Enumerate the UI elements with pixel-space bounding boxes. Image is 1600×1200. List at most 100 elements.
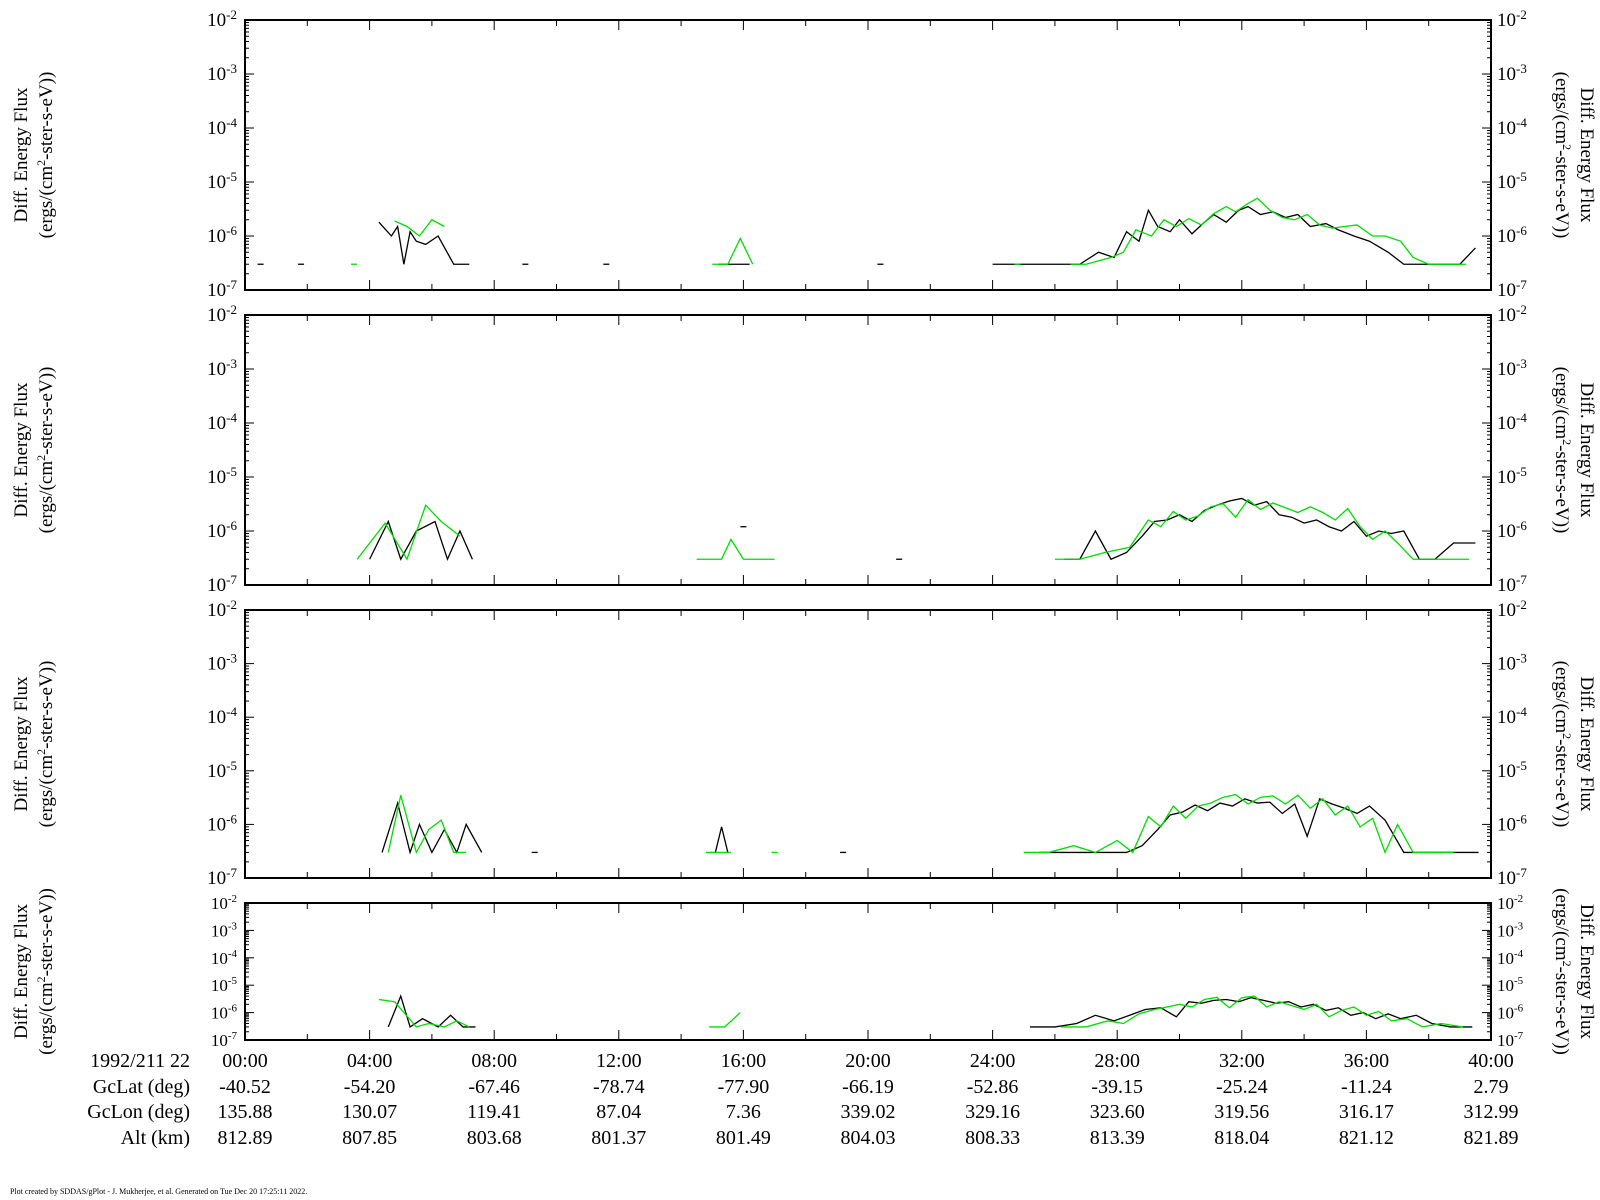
x-tick-label: 12:00	[596, 1050, 642, 1072]
y-axis-unit-left-head: (ergs/(cm	[36, 461, 57, 534]
y-axis-unit-right-head: (ergs/(cm	[1551, 661, 1572, 734]
y-tick-label-left: 10-3	[211, 920, 238, 940]
y-axis-label-right: Diff. Energy Flux	[1576, 88, 1597, 223]
y-tick-label-exponent: -3	[1514, 920, 1524, 932]
y-tick-label-right: 10-5	[1497, 464, 1527, 488]
y-tick-label-exponent: -2	[228, 893, 237, 905]
series-line-1	[1039, 797, 1479, 854]
y-tick-label-exponent: -7	[1514, 1030, 1524, 1042]
panel-3: 10-2 10-210-3 10-310-4 10-410-5 10-510-6 10-6…	[11, 597, 1597, 889]
y-tick-label-exponent: -6	[1516, 518, 1527, 533]
series-line-2	[378, 998, 470, 1028]
y-tick-label-left: 10-5	[207, 169, 237, 193]
series-line-2	[712, 236, 754, 265]
y-tick-label-left: 10-6	[207, 811, 237, 835]
y-tick-label-base: 10	[207, 280, 226, 301]
ephemeris-table: 1992/211 22 00:00 04:00 08:00 12:00 16:00 20:0…	[87, 1050, 1518, 1149]
y-axis-unit-left-tail: -ster-s-eV))	[36, 367, 57, 455]
y-tick-label-exponent: -7	[1516, 277, 1527, 292]
y-tick-label-exponent: -6	[228, 1003, 238, 1015]
y-axis-unit-right-head: (ergs/(cm	[1551, 367, 1572, 440]
y-axis-unit-right-tail: -ster-s-eV))	[1551, 967, 1572, 1055]
y-tick-label-exponent: -4	[226, 410, 237, 425]
x-tick-label: 20:00	[845, 1050, 891, 1072]
y-axis-label-left: Diff. Energy Flux	[11, 382, 32, 517]
y-tick-label-left: 10-7	[207, 572, 237, 596]
series-line-2	[709, 1012, 741, 1028]
y-tick-label-right: 10-3	[1497, 356, 1527, 380]
y-axis-unit-left-tail: -ster-s-eV))	[36, 661, 57, 749]
y-axis-unit-right-superscript: 2	[1560, 144, 1574, 150]
y-tick-label-right: 10-3	[1497, 920, 1524, 940]
y-tick-label-exponent: -3	[226, 651, 237, 666]
y-tick-label-base: 10	[1497, 467, 1516, 488]
x-tick-label: 28:00	[1094, 1050, 1140, 1072]
y-tick-label-base: 10	[207, 413, 226, 434]
y-tick-label-exponent: -3	[226, 61, 237, 76]
y-tick-label-left: 10-2	[207, 302, 237, 326]
y-tick-label-left: 10-6	[211, 1003, 238, 1023]
ephemeris-row-label: GcLon (deg)	[87, 1101, 190, 1123]
y-axis-unit-left-superscript: 2	[34, 749, 48, 755]
y-tick-label-exponent: -4	[228, 948, 238, 960]
y-axis-unit-left: (ergs/(cm2-ster-s-eV))	[34, 367, 57, 534]
ephemeris-value: -25.24	[1216, 1076, 1268, 1098]
series-line-1	[992, 205, 1476, 265]
y-tick-label-left: 10-6	[207, 223, 237, 247]
y-tick-label-right: 10-2	[1497, 302, 1527, 326]
y-tick-label-left: 10-4	[211, 948, 238, 968]
y-tick-label-exponent: -2	[226, 7, 237, 22]
y-tick-label-exponent: -2	[1516, 597, 1527, 612]
ephemeris-value: 7.36	[726, 1101, 761, 1123]
y-axis-label-right: Diff. Energy Flux	[1576, 383, 1597, 518]
y-tick-label-left: 10-6	[207, 518, 237, 542]
y-tick-label-exponent: -5	[226, 758, 237, 773]
y-tick-label-base: 10	[207, 575, 226, 596]
y-tick-label-left: 10-5	[207, 464, 237, 488]
y-tick-label-exponent: -3	[228, 920, 238, 932]
y-tick-label-right: 10-3	[1497, 61, 1527, 85]
series-line-2	[696, 538, 775, 560]
y-tick-label-right: 10-4	[1497, 704, 1527, 728]
y-tick-label-base: 10	[1497, 280, 1516, 301]
ephemeris-value: -39.15	[1091, 1076, 1143, 1098]
y-tick-label-base: 10	[207, 172, 226, 193]
y-tick-label-base: 10	[1497, 600, 1516, 621]
y-axis-label-left: Diff. Energy Flux	[11, 904, 32, 1039]
y-tick-label-base: 10	[207, 868, 226, 889]
y-tick-label-base: 10	[207, 761, 226, 782]
x-tick-label: 16:00	[721, 1050, 767, 1072]
y-tick-label-left: 10-7	[207, 277, 237, 301]
y-tick-label-left: 10-5	[211, 975, 238, 995]
y-tick-label-right: 10-4	[1497, 115, 1527, 139]
y-tick-label-base: 10	[207, 600, 226, 621]
y-tick-label-exponent: -4	[1516, 704, 1527, 719]
y-axis-unit-right-head: (ergs/(cm	[1551, 72, 1572, 145]
y-tick-label-base: 10	[207, 814, 226, 835]
y-axis-unit-left-superscript: 2	[34, 455, 48, 461]
y-axis-unit-left-head: (ergs/(cm	[36, 982, 57, 1055]
y-tick-label-base: 10	[1497, 894, 1514, 913]
y-tick-label-right: 10-7	[1497, 277, 1527, 301]
y-tick-label-exponent: -5	[1514, 975, 1524, 987]
y-tick-label-base: 10	[211, 976, 228, 995]
y-tick-label-base: 10	[1497, 761, 1516, 782]
panel-4: 10-2 10-210-3 10-310-4 10-410-5 10-510-6 10-6…	[11, 888, 1597, 1055]
ephemeris-row-label: 1992/211 22	[90, 1050, 190, 1072]
ephemeris-value: -67.46	[468, 1076, 520, 1098]
y-tick-label-exponent: -5	[226, 169, 237, 184]
y-tick-label-right: 10-6	[1497, 223, 1527, 247]
series-line-1	[378, 221, 470, 265]
y-tick-label-base: 10	[207, 10, 226, 31]
y-tick-label-base: 10	[1497, 172, 1516, 193]
ephemeris-value: -40.52	[219, 1076, 271, 1098]
y-axis-label-right: Diff. Energy Flux	[1576, 904, 1597, 1039]
y-tick-label-base: 10	[1497, 118, 1516, 139]
y-tick-label-right: 10-2	[1497, 893, 1523, 913]
y-axis-unit-right-tail: -ster-s-eV))	[1551, 739, 1572, 827]
y-tick-label-base: 10	[1497, 949, 1514, 968]
y-tick-label-exponent: -5	[1516, 464, 1527, 479]
y-axis-unit-right-superscript: 2	[1560, 733, 1574, 739]
y-tick-label-left: 10-3	[207, 61, 237, 85]
y-axis-unit-left: (ergs/(cm2-ster-s-eV))	[34, 72, 57, 239]
